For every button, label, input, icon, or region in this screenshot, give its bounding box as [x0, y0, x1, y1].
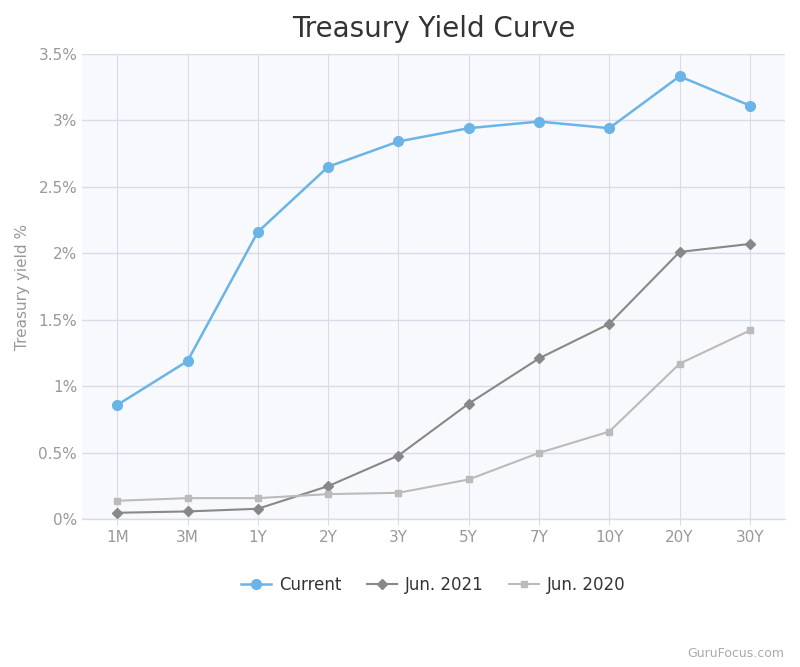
- Jun. 2021: [605, 319, 614, 327]
- Jun. 2020: [182, 494, 192, 502]
- Jun. 2021: [253, 505, 262, 513]
- Jun. 2020: [534, 449, 544, 457]
- Jun. 2020: [394, 489, 403, 497]
- Jun. 2020: [745, 326, 754, 334]
- Current: [674, 72, 684, 80]
- Text: GuruFocus.com: GuruFocus.com: [687, 648, 784, 660]
- Line: Current: Current: [112, 71, 754, 410]
- Jun. 2021: [534, 354, 544, 362]
- Jun. 2020: [113, 497, 122, 505]
- Current: [605, 124, 614, 132]
- Jun. 2021: [394, 452, 403, 460]
- Legend: Current, Jun. 2021, Jun. 2020: Current, Jun. 2021, Jun. 2020: [234, 570, 633, 601]
- Jun. 2020: [253, 494, 262, 502]
- Line: Jun. 2021: Jun. 2021: [114, 241, 754, 516]
- Current: [394, 137, 403, 145]
- Current: [253, 228, 262, 236]
- Current: [323, 163, 333, 171]
- Jun. 2021: [464, 400, 474, 408]
- Current: [464, 124, 474, 132]
- Jun. 2021: [674, 248, 684, 256]
- Jun. 2021: [182, 508, 192, 516]
- Jun. 2021: [323, 482, 333, 490]
- Title: Treasury Yield Curve: Treasury Yield Curve: [292, 15, 575, 43]
- Current: [745, 101, 754, 109]
- Y-axis label: Treasury yield %: Treasury yield %: [15, 223, 30, 350]
- Line: Jun. 2020: Jun. 2020: [114, 327, 754, 504]
- Jun. 2021: [113, 509, 122, 517]
- Current: [534, 117, 544, 125]
- Jun. 2020: [464, 476, 474, 484]
- Jun. 2020: [323, 490, 333, 498]
- Current: [182, 357, 192, 365]
- Current: [113, 401, 122, 409]
- Jun. 2020: [674, 360, 684, 368]
- Jun. 2020: [605, 428, 614, 436]
- Jun. 2021: [745, 240, 754, 248]
